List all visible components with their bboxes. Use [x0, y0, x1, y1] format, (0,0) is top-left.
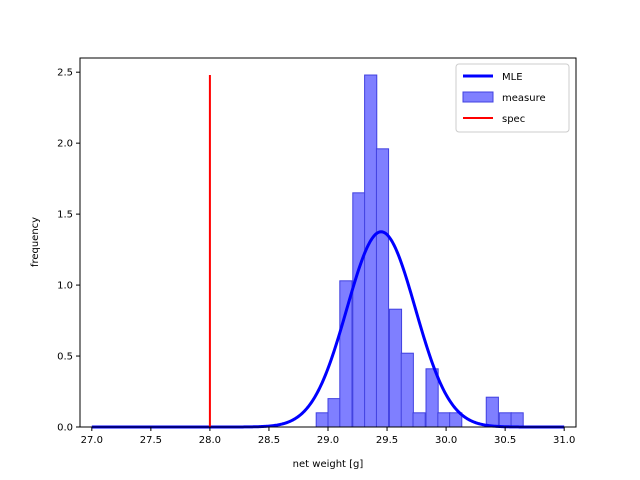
histogram-bar [388, 308, 403, 428]
legend-measure-swatch [462, 91, 494, 103]
histogram-bar [352, 192, 366, 428]
x-tick-label: 28.0 [199, 435, 221, 446]
histogram-bar [375, 148, 390, 428]
x-tick-label: 30.5 [494, 435, 516, 446]
x-axis: 27.0 27.5 28.0 28.5 29.0 29.5 30.0 30.5 31.0 [81, 427, 575, 446]
histogram-bar [315, 412, 329, 428]
legend-box [455, 63, 570, 133]
histogram-bar [327, 398, 341, 428]
y-tick-label: 2.0 [57, 139, 73, 150]
legend: MLE measure spec [455, 63, 570, 133]
histogram-bar [437, 412, 451, 428]
legend-mle-label: MLE [502, 72, 523, 83]
y-tick-label: 0.0 [57, 423, 73, 434]
y-tick-label: 2.5 [57, 68, 73, 79]
x-tick-label: 31.0 [553, 435, 575, 446]
histogram-bar [400, 352, 414, 428]
x-tick-label: 27.0 [81, 435, 103, 446]
y-tick-label: 0.5 [57, 352, 73, 363]
y-axis: 0.0 0.5 1.0 1.5 2.0 2.5 [57, 68, 80, 434]
x-tick-label: 27.5 [140, 435, 162, 446]
x-tick-label: 30.0 [435, 435, 457, 446]
x-tick-label: 28.5 [258, 435, 280, 446]
histogram-bar [412, 412, 426, 428]
histogram-bar [498, 412, 512, 428]
x-tick-label: 29.0 [317, 435, 339, 446]
histogram-bars [315, 74, 524, 428]
histogram-bar [485, 396, 499, 428]
histogram-bar [510, 412, 524, 428]
y-tick-label: 1.0 [57, 281, 73, 292]
x-axis-label: net weight [g] [293, 459, 364, 470]
x-tick-label: 29.5 [376, 435, 398, 446]
y-axis-label: frequency [30, 217, 41, 267]
legend-measure-label: measure [502, 93, 546, 104]
y-tick-label: 1.5 [57, 210, 73, 221]
legend-spec-label: spec [502, 114, 525, 125]
